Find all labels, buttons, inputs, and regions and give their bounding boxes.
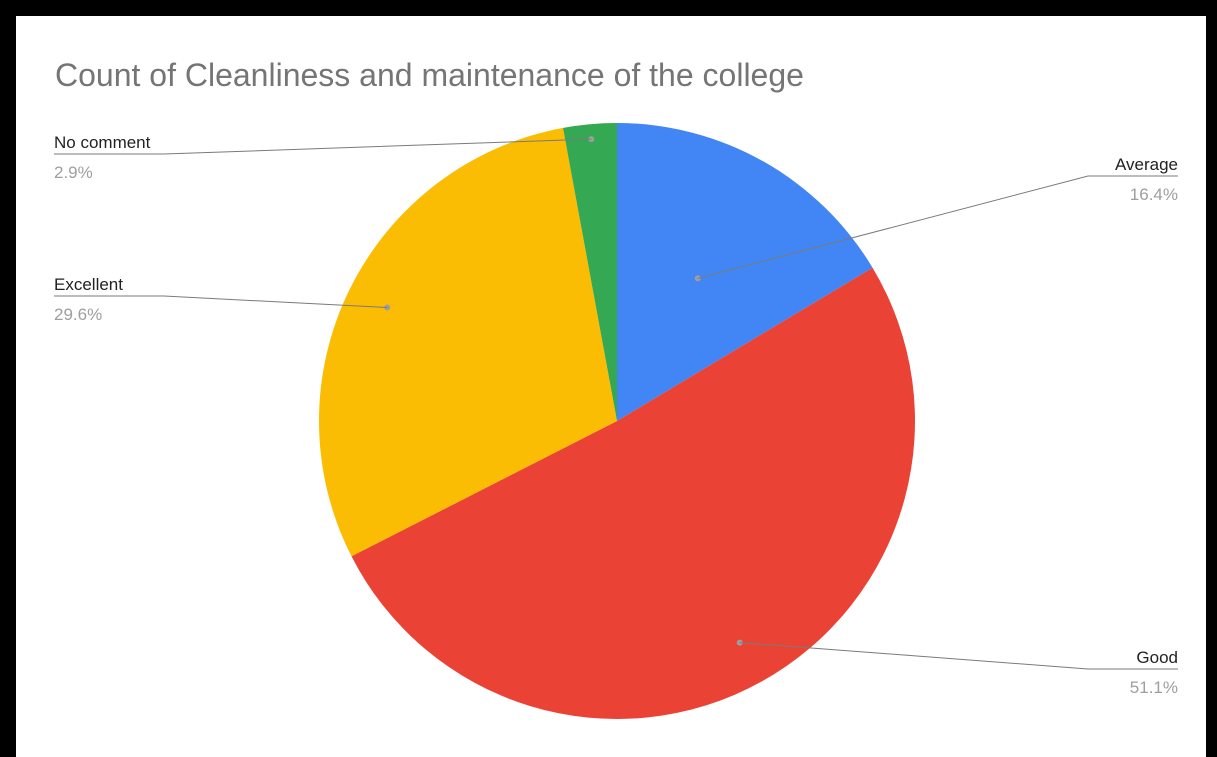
- slice-percent-average: 16.4%: [1130, 185, 1178, 204]
- leader-line-no-comment: [54, 138, 592, 155]
- slice-percent-no-comment: 2.9%: [54, 163, 93, 182]
- slice-label-excellent: Excellent: [54, 275, 123, 294]
- leader-line-good: [739, 642, 1178, 670]
- chart-title: Count of Cleanliness and maintenance of …: [55, 57, 804, 93]
- slice-label-average: Average: [1115, 155, 1178, 174]
- chart-panel: Count of Cleanliness and maintenance of …: [16, 16, 1206, 757]
- pie-slice-no-comment: [563, 123, 617, 421]
- leader-line-excellent: [54, 295, 388, 309]
- slice-percent-good: 51.1%: [1130, 678, 1178, 697]
- pie-slice-excellent: [318, 127, 617, 557]
- slice-percent-excellent: 29.6%: [54, 305, 102, 324]
- pie-chart: Average 16.4% Good 51.1% Excellent 29.6% No co…: [54, 123, 1178, 719]
- pie-slice-average: [617, 123, 873, 421]
- slice-label-good: Good: [1136, 648, 1178, 667]
- leader-line-average: [697, 175, 1178, 279]
- pie-slice-good: [351, 267, 915, 719]
- slice-label-no-comment: No comment: [54, 133, 151, 152]
